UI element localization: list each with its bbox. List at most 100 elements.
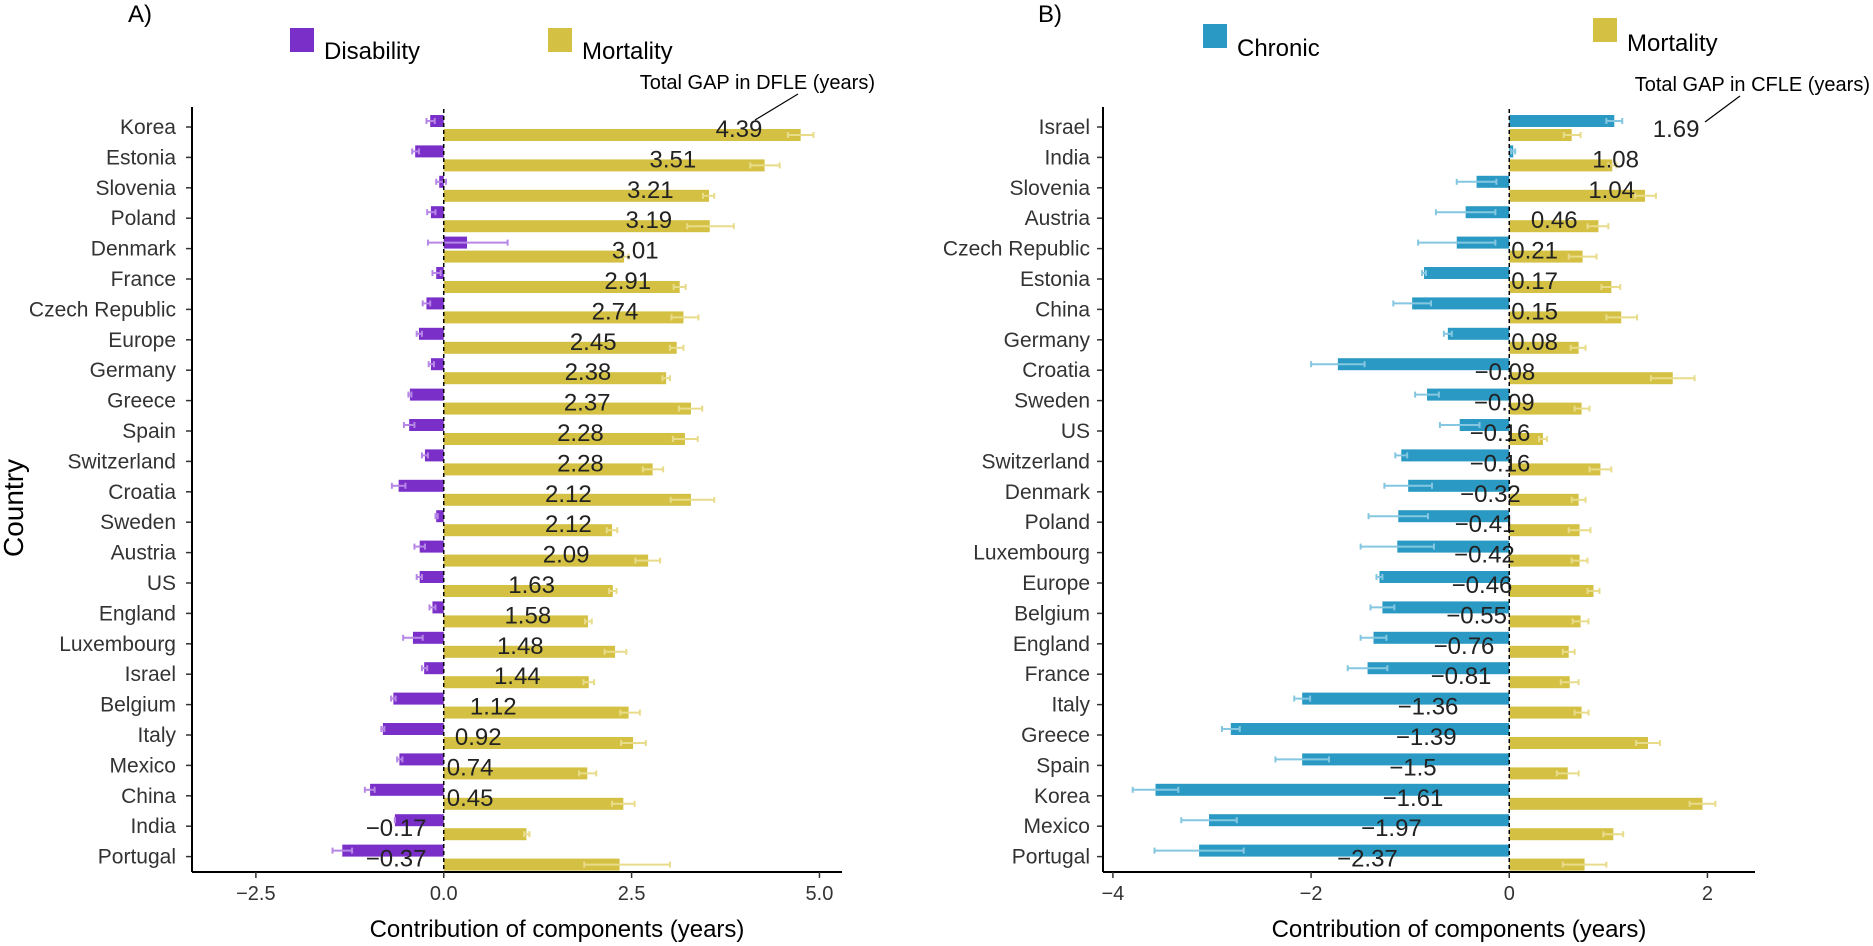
bar-disability xyxy=(342,844,444,857)
category-label: Mexico xyxy=(109,754,176,777)
total-gap-label: −2.37 xyxy=(1337,846,1398,873)
bar-mortality xyxy=(443,433,685,445)
total-gap-label: −1.39 xyxy=(1396,724,1457,751)
bar-disability xyxy=(415,145,444,158)
bar-mortality xyxy=(1509,554,1580,567)
total-gap-label: 1.63 xyxy=(508,572,555,599)
category-label: Greece xyxy=(107,390,176,413)
total-gap-label: −0.42 xyxy=(1454,542,1515,569)
legend-key-chronic xyxy=(1203,24,1227,48)
total-gap-label: −1.5 xyxy=(1389,754,1436,781)
total-gap-label: 2.37 xyxy=(564,390,611,417)
x-tick-label: 0 xyxy=(1504,883,1515,905)
total-gap-label: 1.12 xyxy=(470,694,517,721)
total-gap-label: 2.12 xyxy=(545,511,592,538)
category-label: US xyxy=(1061,420,1090,443)
bar-chronic xyxy=(1230,723,1510,735)
bar-chronic xyxy=(1199,844,1510,857)
total-gap-label: 1.69 xyxy=(1653,116,1700,143)
bar-mortality xyxy=(443,797,624,810)
category-label: Denmark xyxy=(1005,481,1091,504)
total-gap-label: −0.32 xyxy=(1460,481,1521,508)
bar-mortality xyxy=(1509,129,1572,141)
bar-mortality xyxy=(443,645,616,658)
category-label: China xyxy=(1035,298,1090,321)
total-gap-label: −0.81 xyxy=(1431,663,1492,690)
category-label: Portugal xyxy=(1012,846,1090,869)
legend-key-disability xyxy=(290,28,314,52)
x-axis-title: Contribution of components (years) xyxy=(1272,916,1647,943)
total-gap-label: −0.08 xyxy=(1474,359,1535,386)
total-gap-label: 0.17 xyxy=(1511,268,1558,295)
bar-mortality xyxy=(1509,645,1569,658)
bar-mortality xyxy=(1509,402,1582,415)
bar-disability xyxy=(424,449,444,462)
total-gap-label: 0.08 xyxy=(1511,329,1558,356)
category-label: Austria xyxy=(1025,207,1091,230)
bar-mortality xyxy=(1509,341,1579,354)
bar-disability xyxy=(430,206,444,219)
category-label: France xyxy=(1025,663,1090,686)
bar-disability xyxy=(399,753,444,766)
legend-key-mortality xyxy=(1593,18,1617,42)
bar-mortality xyxy=(443,402,691,415)
total-gap-annotation: Total GAP in DFLE (years) xyxy=(640,72,875,94)
total-gap-label: 0.92 xyxy=(455,724,502,751)
bar-mortality xyxy=(1509,615,1581,628)
category-label: Israel xyxy=(125,663,176,686)
total-gap-label: −0.16 xyxy=(1470,420,1531,447)
total-gap-label: 1.44 xyxy=(494,663,541,690)
bar-mortality xyxy=(443,524,613,537)
category-label: Belgium xyxy=(1014,602,1090,625)
bar-chronic xyxy=(1302,753,1510,766)
category-label: Mexico xyxy=(1023,815,1090,838)
category-label: US xyxy=(147,572,176,595)
bar-disability xyxy=(418,327,444,340)
bar-mortality xyxy=(443,311,684,324)
bar-mortality xyxy=(1509,372,1673,385)
total-gap-label: 2.28 xyxy=(557,420,604,447)
bar-mortality xyxy=(443,828,527,841)
bar-disability xyxy=(409,388,444,401)
bar-mortality xyxy=(1509,463,1601,476)
bar-mortality xyxy=(443,341,677,354)
x-tick-label: −4 xyxy=(1102,883,1125,905)
bar-mortality xyxy=(1509,767,1568,780)
bar-chronic xyxy=(1373,631,1510,644)
bar-chronic xyxy=(1412,297,1510,310)
category-label: Greece xyxy=(1021,724,1090,747)
total-gap-label: 4.39 xyxy=(716,116,763,143)
category-label: France xyxy=(111,268,176,291)
bar-chronic xyxy=(1302,692,1510,705)
bar-chronic xyxy=(1509,115,1615,127)
bar-mortality xyxy=(443,281,680,293)
bar-mortality xyxy=(1509,493,1579,506)
category-label: Germany xyxy=(90,359,177,382)
annotation-leader-line xyxy=(1704,95,1741,123)
category-label: Italy xyxy=(137,724,176,747)
panel-label: A) xyxy=(128,1,152,28)
category-label: Korea xyxy=(120,116,176,139)
total-gap-label: 1.58 xyxy=(504,602,551,629)
x-axis-title: Contribution of components (years) xyxy=(370,916,745,943)
category-label: Luxembourg xyxy=(59,633,176,656)
bar-chronic xyxy=(1447,327,1510,340)
total-gap-label: −0.09 xyxy=(1474,390,1535,417)
bar-disability xyxy=(409,419,444,431)
legend-label-disability: Disability xyxy=(324,38,420,65)
category-label: Sweden xyxy=(1014,390,1090,413)
bar-disability xyxy=(370,783,444,796)
bar-disability xyxy=(393,692,444,705)
bar-chronic xyxy=(1209,814,1510,827)
bar-mortality xyxy=(443,159,765,172)
total-gap-label: 0.46 xyxy=(1531,207,1578,234)
category-label: Czech Republic xyxy=(943,238,1090,261)
bar-mortality xyxy=(1509,676,1570,689)
bar-mortality xyxy=(443,463,653,476)
bar-chronic xyxy=(1379,571,1510,583)
bar-mortality xyxy=(443,493,691,506)
bar-mortality xyxy=(1509,250,1583,263)
category-label: Europe xyxy=(1022,572,1090,595)
bar-chronic xyxy=(1337,358,1510,371)
